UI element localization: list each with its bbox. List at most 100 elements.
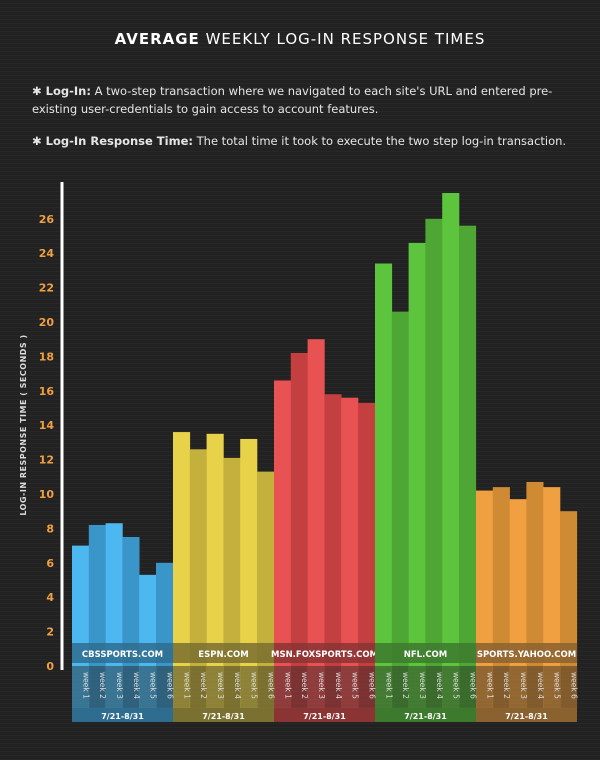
date-label: 7/21-8/31 (101, 712, 144, 721)
week-strip (156, 666, 174, 708)
bar (307, 339, 325, 666)
week-tick-label: week 3 (317, 672, 326, 699)
bar (206, 433, 224, 666)
group-label: NFL.COM (404, 650, 448, 660)
week-strip (509, 666, 527, 708)
week-strip (476, 666, 494, 708)
week-tick-label: week 6 (266, 672, 275, 699)
group-label-band (476, 643, 577, 663)
week-strip (408, 666, 426, 708)
bar (257, 471, 275, 666)
bar (88, 524, 106, 666)
bar (324, 394, 342, 666)
bar (560, 511, 578, 666)
bar (122, 537, 140, 666)
date-band (375, 708, 476, 722)
week-strip (122, 666, 140, 708)
definition-login: ✱ Log-In: A two-step transaction where we… (32, 84, 553, 116)
week-strip (543, 666, 561, 708)
group-label: ESPN.COM (198, 650, 248, 660)
week-strip (72, 666, 90, 708)
week-tick-label: week 6 (569, 672, 578, 699)
week-strip (425, 666, 443, 708)
week-tick-label: week 4 (132, 672, 141, 699)
bar (173, 432, 191, 666)
week-strip (206, 666, 224, 708)
y-tick-label: 16 (39, 385, 55, 398)
week-tick-label: week 5 (250, 672, 259, 699)
bar (156, 562, 174, 666)
y-tick-label: 2 (46, 626, 54, 639)
week-strip (88, 666, 106, 708)
bar (189, 449, 207, 666)
week-tick-label: week 5 (452, 672, 461, 699)
week-tick-label: week 1 (283, 672, 292, 699)
bar (476, 490, 494, 666)
week-strip (324, 666, 342, 708)
week-tick-label: week 2 (401, 672, 410, 699)
y-tick-label: 18 (39, 350, 54, 363)
group-label-band (72, 643, 173, 663)
week-strip (274, 666, 292, 708)
bar (290, 352, 308, 666)
date-label: 7/21-8/31 (404, 712, 447, 721)
week-tick-label: week 3 (115, 672, 124, 699)
week-strip (257, 666, 275, 708)
chart-title: AVERAGE WEEKLY LOG-IN RESPONSE TIMES (114, 30, 486, 48)
week-tick-label: week 2 (199, 672, 208, 699)
group-label: MSN.FOXSPORTS.COM (271, 650, 378, 660)
week-strip (341, 666, 359, 708)
week-tick-label: week 6 (367, 672, 376, 699)
week-tick-label: week 4 (233, 672, 242, 699)
week-tick-label: week 3 (216, 672, 225, 699)
week-tick-label: week 6 (165, 672, 174, 699)
week-strip (459, 666, 477, 708)
y-tick-label: 4 (46, 591, 54, 604)
bar (274, 380, 292, 666)
bar (442, 193, 460, 666)
week-tick-label: week 2 (502, 672, 511, 699)
y-axis-label: LOG-IN RESPONSE TIME ( SECONDS ) (19, 334, 28, 515)
week-strip (173, 666, 191, 708)
bar (72, 545, 90, 666)
y-tick-label: 24 (39, 247, 55, 260)
date-label: 7/21-8/31 (505, 712, 548, 721)
week-tick-label: week 6 (468, 672, 477, 699)
date-label: 7/21-8/31 (303, 712, 346, 721)
week-strip (492, 666, 510, 708)
week-strip (223, 666, 241, 708)
week-strip (375, 666, 393, 708)
week-tick-label: week 5 (149, 672, 158, 699)
y-tick-label: 8 (46, 522, 54, 535)
y-tick-label: 26 (39, 213, 55, 226)
bar (526, 481, 544, 666)
week-strip (560, 666, 578, 708)
bar (408, 242, 426, 666)
week-tick-label: week 5 (351, 672, 360, 699)
bar (543, 487, 561, 666)
week-tick-label: week 1 (182, 672, 191, 699)
week-strip (189, 666, 207, 708)
group-label-band (375, 643, 476, 663)
group-label: SPORTS.YAHOO.COM (477, 650, 576, 660)
week-strip (307, 666, 325, 708)
week-tick-label: week 1 (485, 672, 494, 699)
week-tick-label: week 3 (519, 672, 528, 699)
bar (391, 311, 409, 666)
week-tick-label: week 3 (418, 672, 427, 699)
date-band (72, 708, 173, 722)
week-tick-label: week 1 (81, 672, 90, 699)
week-strip (240, 666, 258, 708)
y-tick-label: 22 (39, 282, 54, 295)
bar (223, 457, 241, 666)
bar (492, 487, 510, 666)
week-strip (358, 666, 376, 708)
date-band (274, 708, 375, 722)
date-band (173, 708, 274, 722)
week-tick-label: week 2 (98, 672, 107, 699)
week-tick-label: week 4 (536, 672, 545, 699)
week-tick-label: week 5 (553, 672, 562, 699)
bar (105, 523, 123, 666)
week-strip (442, 666, 460, 708)
